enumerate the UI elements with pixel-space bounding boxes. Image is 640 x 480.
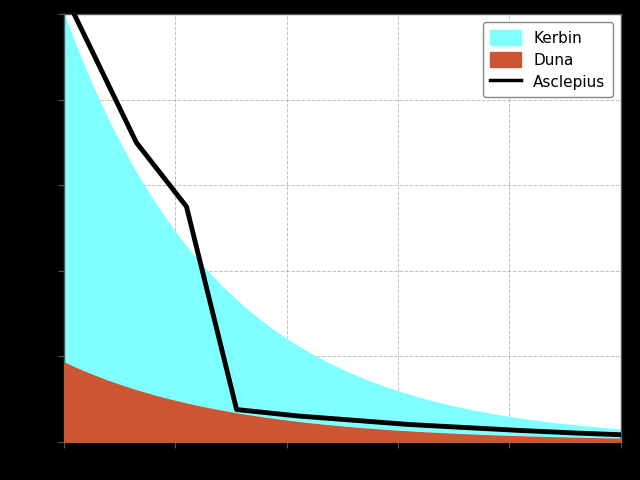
Legend: Kerbin, Duna, Asclepius: Kerbin, Duna, Asclepius	[483, 22, 613, 97]
